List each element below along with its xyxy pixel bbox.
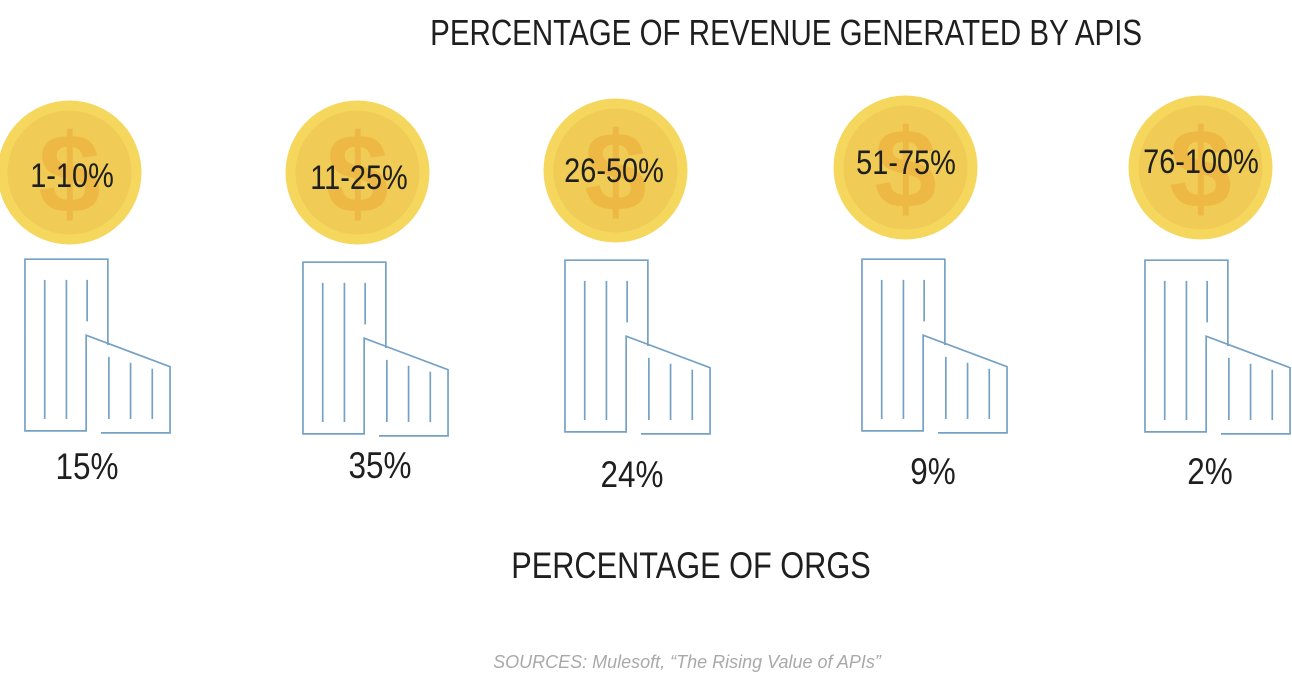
building-icon — [302, 261, 449, 437]
revenue-range-label: 1-10% — [30, 157, 114, 195]
building-icon — [861, 258, 1008, 434]
org-percentage-value: 9% — [910, 451, 956, 492]
building-icon — [24, 258, 171, 434]
org-percentage-value: 2% — [1187, 451, 1233, 492]
coin-icon: $ — [0, 100, 142, 245]
revenue-range-label: 11-25% — [310, 159, 408, 197]
revenue-range-label: 51-75% — [856, 144, 956, 182]
chart-title: PERCENTAGE OF REVENUE GENERATED BY APIS — [430, 12, 1143, 53]
dollar-icon: $ — [1169, 106, 1231, 231]
dollar-icon: $ — [326, 111, 388, 236]
revenue-range-label: 76-100% — [1143, 143, 1259, 181]
revenue-range-label: 26-50% — [564, 152, 664, 190]
building-icon — [1144, 259, 1291, 435]
coin-icon: $ — [833, 95, 978, 240]
building-icon — [564, 259, 711, 435]
coin-icon: $ — [285, 100, 430, 245]
dollar-icon: $ — [38, 111, 100, 236]
org-percentage-value: 24% — [600, 454, 664, 495]
org-percentage-value: 15% — [55, 446, 119, 487]
source-citation: SOURCES: Mulesoft, “The Rising Value of … — [493, 652, 881, 672]
dollar-icon: $ — [874, 106, 936, 231]
coin-icon: $ — [1128, 95, 1273, 240]
x-axis-label: PERCENTAGE OF ORGS — [511, 545, 871, 586]
org-percentage-value: 35% — [348, 445, 412, 486]
coin-icon: $ — [543, 98, 688, 243]
dollar-icon: $ — [584, 109, 646, 234]
